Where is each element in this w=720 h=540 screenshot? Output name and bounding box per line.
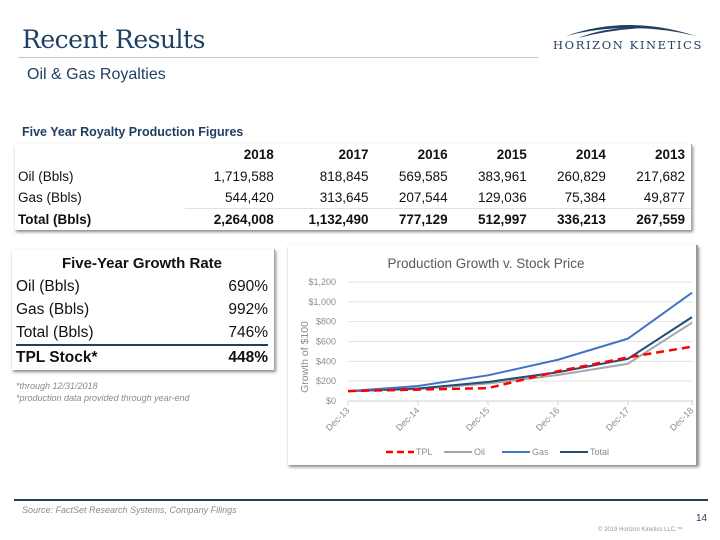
copyright: © 2019 Horizon Kinetics LLC.™ <box>598 527 683 533</box>
growth-row: Oil (Bbls) 690% <box>16 275 268 298</box>
footnote: *through 12/31/2018 <box>16 381 98 391</box>
legend-label-gas: Gas <box>532 447 549 457</box>
x-tick-label: Dec-16 <box>534 405 562 433</box>
growth-value: 448% <box>228 349 268 366</box>
horizon-arc-icon <box>566 25 696 38</box>
growth-label: TPL Stock* <box>16 349 98 366</box>
table-row: Oil (Bbls) 1,719,588 818,845 569,585 383… <box>15 166 691 188</box>
cell: 383,961 <box>477 168 527 184</box>
page-subtitle: Oil & Gas Royalties <box>27 66 166 83</box>
y-tick-label: $0 <box>326 396 336 406</box>
column-header: 2015 <box>496 147 527 163</box>
column-header: 2018 <box>243 147 274 163</box>
cell: 777,129 <box>374 208 454 230</box>
logo-text: HORIZON KINETICS <box>553 38 703 52</box>
chart-canvas: Production Growth v. Stock Price Growth … <box>299 256 696 457</box>
cell: 207,544 <box>398 190 448 205</box>
cell: 217,682 <box>636 168 685 184</box>
page-number: 14 <box>696 513 708 524</box>
production-table-title: Five Year Royalty Production Figures <box>22 125 244 139</box>
cell: 336,213 <box>532 208 612 230</box>
page-title: Recent Results <box>22 25 205 54</box>
x-tick-label: Dec-18 <box>668 405 696 433</box>
table-header-row: 2018 2017 2016 2015 2014 2013 <box>15 144 691 166</box>
y-tick-label: $400 <box>316 356 336 366</box>
table-row: Gas (Bbls) 544,420 313,645 207,544 129,0… <box>15 187 691 209</box>
growth-label: Oil (Bbls) <box>16 278 80 295</box>
column-header: 2016 <box>417 147 448 163</box>
table-row-total: Total (Bbls) 2,264,008 1,132,490 777,129… <box>15 208 691 230</box>
column-header: 2014 <box>575 147 606 163</box>
cell: 260,829 <box>557 168 606 184</box>
footnote: *production data provided through year-e… <box>16 393 190 403</box>
column-header: 2017 <box>338 147 369 163</box>
column-header: 2013 <box>654 147 685 163</box>
growth-rate-table: Five-Year Growth Rate Oil (Bbls) 690% Ga… <box>12 249 275 370</box>
growth-label: Total (Bbls) <box>16 324 94 341</box>
growth-label: Gas (Bbls) <box>16 301 90 318</box>
column-header <box>15 144 185 166</box>
growth-value: 746% <box>228 324 268 341</box>
line-chart: Production Growth v. Stock Price Growth … <box>288 245 698 465</box>
y-tick-label: $800 <box>316 317 336 327</box>
cell: 1,719,588 <box>213 168 274 184</box>
growth-row: Total (Bbls) 746% <box>16 321 268 344</box>
footer-divider <box>14 499 708 501</box>
footnotes: *through 12/31/2018 *production data pro… <box>16 380 189 404</box>
cell: 818,845 <box>319 168 369 184</box>
production-table: 2018 2017 2016 2015 2014 2013 Oil (Bbls)… <box>15 144 692 230</box>
cell: 49,877 <box>643 190 685 205</box>
row-label: Oil (Bbls) <box>18 168 74 184</box>
y-tick-label: $1,200 <box>308 277 336 287</box>
cell: 129,036 <box>477 190 527 205</box>
series-line-tpl <box>347 345 693 393</box>
cell: 313,645 <box>319 190 369 205</box>
legend-label-total: Total <box>590 447 609 457</box>
y-axis-label: Growth of $100 <box>299 321 311 393</box>
growth-row-stock: TPL Stock* 448% <box>16 344 268 367</box>
cell: 2,264,008 <box>185 208 280 230</box>
growth-value: 690% <box>228 278 268 295</box>
y-tick-label: $200 <box>316 376 336 386</box>
company-logo: HORIZON KINETICS <box>548 16 708 60</box>
x-tick-label: Dec-13 <box>324 405 352 433</box>
chart-title: Production Growth v. Stock Price <box>387 256 584 271</box>
cell: 512,997 <box>453 208 533 230</box>
series-line-gas <box>347 291 693 393</box>
y-tick-label: $1,000 <box>308 297 336 307</box>
cell: 569,585 <box>398 168 448 184</box>
cell: 544,420 <box>224 190 274 205</box>
cell: 267,559 <box>611 208 691 230</box>
y-tick-label: $600 <box>316 337 336 347</box>
x-tick-label: Dec-17 <box>604 405 632 433</box>
cell: 75,384 <box>564 190 606 205</box>
title-divider <box>18 57 538 58</box>
x-tick-label: Dec-14 <box>394 405 422 433</box>
row-label: Total (Bbls) <box>18 211 92 227</box>
growth-table-title: Five-Year Growth Rate <box>61 255 223 272</box>
cell: 1,132,490 <box>279 208 375 230</box>
source-note: Source: FactSet Research Systems, Compan… <box>22 505 237 515</box>
growth-value: 992% <box>228 301 268 318</box>
x-tick-label: Dec-15 <box>464 405 492 433</box>
legend-label-tpl: TPL <box>416 447 433 457</box>
legend-label-oil: Oil <box>474 447 485 457</box>
growth-row: Gas (Bbls) 992% <box>16 298 268 321</box>
row-label: Gas (Bbls) <box>18 190 82 206</box>
